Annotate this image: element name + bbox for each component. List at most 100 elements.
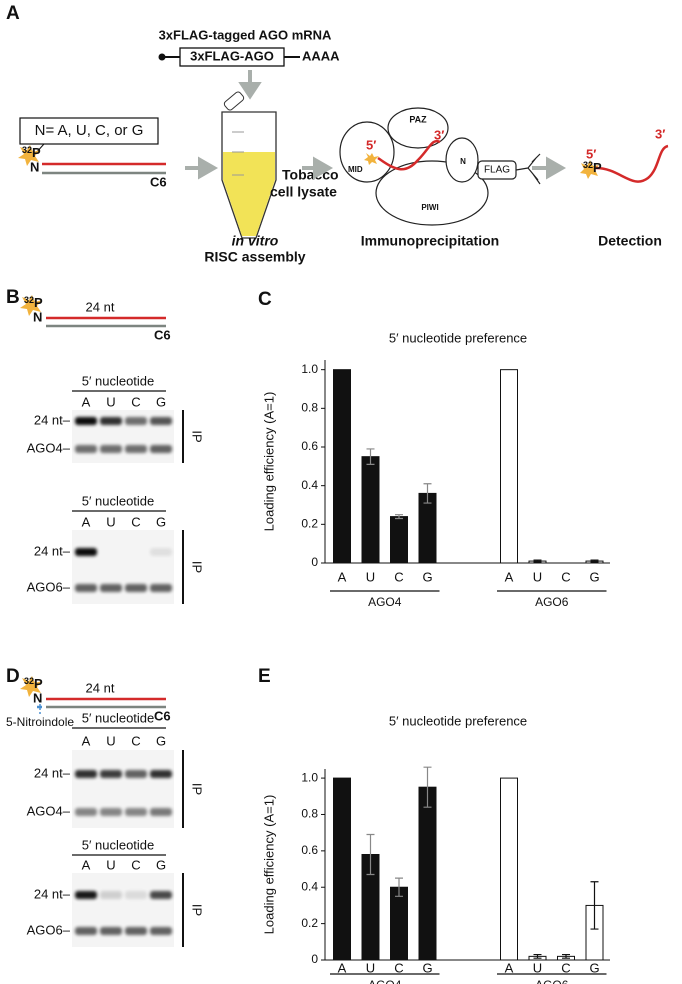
x-tick-label: C xyxy=(561,569,570,584)
panel-label: B xyxy=(6,287,20,308)
gel xyxy=(72,530,174,604)
row-label: AGO4– xyxy=(27,803,71,818)
x-tick-label: U xyxy=(533,569,542,584)
n-label: N xyxy=(33,309,42,324)
step: RISC assembly xyxy=(204,249,305,265)
y-tick-label: 0.2 xyxy=(301,517,318,531)
length: 24 nt xyxy=(86,299,115,314)
band xyxy=(125,770,147,778)
error-bar xyxy=(395,514,403,520)
arrow xyxy=(185,156,219,180)
y-tick-label: 1.0 xyxy=(301,362,318,376)
gel-header: 5′ nucleotide xyxy=(82,493,155,508)
y-tick-label: 0 xyxy=(311,952,318,966)
y-tick-label: 0.4 xyxy=(301,879,318,893)
x-tick-label: A xyxy=(505,569,514,584)
x-tick-label: G xyxy=(422,569,432,584)
domain: N xyxy=(460,157,466,166)
c6: C6 xyxy=(154,327,171,342)
end-5: 5′ xyxy=(366,137,376,152)
band xyxy=(125,927,147,935)
row-label: 24 nt– xyxy=(34,886,71,901)
error-bar xyxy=(395,877,403,897)
arrow xyxy=(532,156,567,180)
domain: PIWI xyxy=(421,203,438,212)
domain: MID xyxy=(348,165,363,174)
band xyxy=(100,584,122,592)
y-axis-label: Loading efficiency (A=1) xyxy=(261,392,276,532)
row-label: 24 nt– xyxy=(34,412,71,427)
lane-label: C xyxy=(131,733,140,748)
lane-label: U xyxy=(106,733,115,748)
band xyxy=(100,417,122,425)
x-tick-label: A xyxy=(338,960,347,975)
domain: PAZ xyxy=(409,114,427,124)
panel-label: A xyxy=(6,3,20,24)
panel-label: C xyxy=(258,289,272,310)
lane-label: A xyxy=(82,857,91,872)
probe xyxy=(18,145,166,175)
chart-title: 5′ nucleotide preference xyxy=(389,330,527,345)
mrna-title: 3xFLAG-tagged AGO mRNA xyxy=(159,27,332,42)
x-tick-label: U xyxy=(533,960,542,975)
step: Immunoprecipitation xyxy=(361,233,499,249)
row-label: AGO6– xyxy=(27,579,71,594)
band xyxy=(75,808,97,816)
band xyxy=(75,584,97,592)
band xyxy=(150,891,172,899)
band xyxy=(150,808,172,816)
star xyxy=(580,160,599,179)
n-box xyxy=(19,117,159,145)
gel xyxy=(72,750,174,828)
x-tick-label: G xyxy=(589,960,599,975)
bar xyxy=(500,777,518,961)
lane-label: C xyxy=(131,394,140,409)
lane-label: A xyxy=(82,394,91,409)
band xyxy=(100,891,122,899)
n-definition: N= A, U, C, or G xyxy=(35,122,144,139)
x-tick-label: A xyxy=(338,569,347,584)
rna xyxy=(595,144,669,183)
lane-label: A xyxy=(82,733,91,748)
band xyxy=(150,584,172,592)
arrow xyxy=(302,156,334,180)
modifier: 5-Nitroindole xyxy=(6,715,74,729)
length: 24 nt xyxy=(86,680,115,695)
isotope: 32 xyxy=(22,145,32,155)
row-label: AGO4– xyxy=(27,440,71,455)
bar xyxy=(361,456,380,564)
band xyxy=(75,445,97,453)
mrna xyxy=(158,47,300,67)
isotope-label: 32P xyxy=(22,145,41,160)
y-tick-label: 0.8 xyxy=(301,807,318,821)
star xyxy=(20,295,42,316)
y-tick-label: 0.6 xyxy=(301,439,318,453)
x-tick-label: G xyxy=(422,960,432,975)
end-3: 3′ xyxy=(655,126,665,141)
error-bar xyxy=(533,559,542,563)
legend-label: AGO6 xyxy=(535,978,569,984)
isotope: 32 xyxy=(24,676,34,686)
band xyxy=(125,584,147,592)
x-tick-label: G xyxy=(589,569,599,584)
band xyxy=(125,445,147,453)
n-label: N xyxy=(30,159,39,174)
error-bar xyxy=(590,559,599,563)
isotope: 32 xyxy=(583,160,593,170)
band xyxy=(75,891,97,899)
c6: C6 xyxy=(154,708,171,723)
tube xyxy=(221,91,277,239)
row-label: AGO6– xyxy=(27,922,71,937)
y-tick-label: 0.6 xyxy=(301,843,318,857)
band xyxy=(150,770,172,778)
bar xyxy=(390,516,408,564)
star xyxy=(20,676,42,697)
step: in vitro xyxy=(232,233,279,249)
y-tick-label: 0.4 xyxy=(301,478,318,492)
lane-label: C xyxy=(131,514,140,529)
gel xyxy=(72,873,174,947)
band xyxy=(100,927,122,935)
band xyxy=(150,548,172,556)
isotope-label: 32P xyxy=(24,676,43,691)
